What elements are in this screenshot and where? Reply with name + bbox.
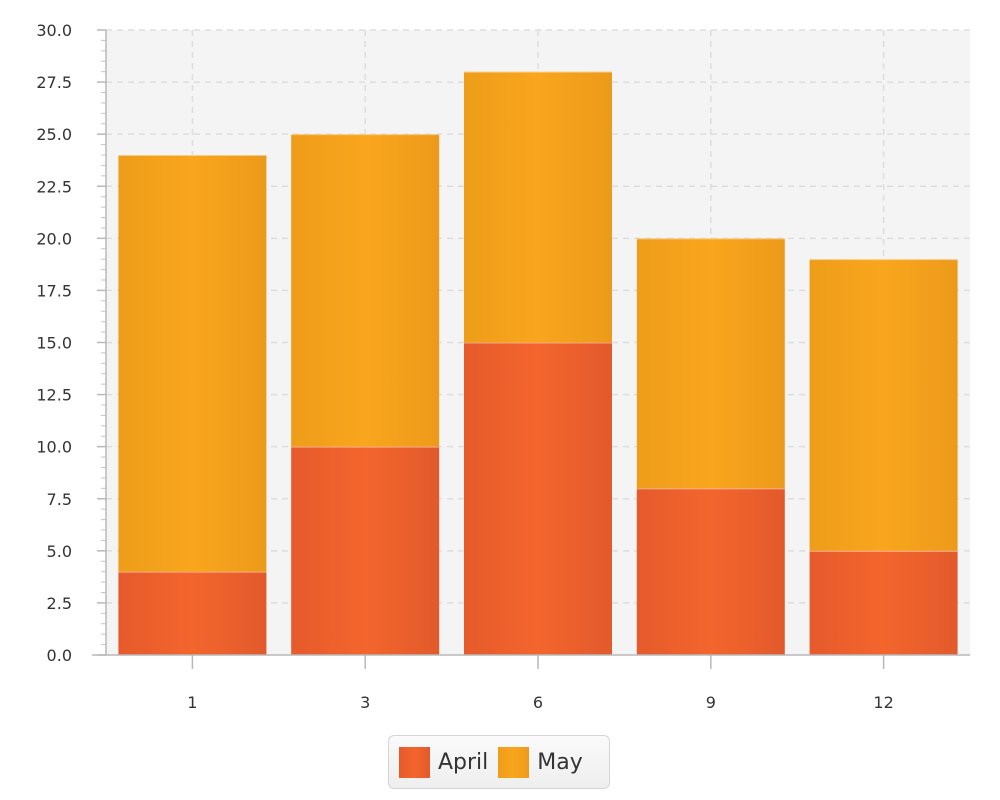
legend-item-may[interactable]: May (498, 746, 583, 778)
bar-april-3[interactable] (291, 446, 440, 655)
y-tick-label: 15.0 (36, 334, 72, 353)
y-tick-label: 25.0 (36, 125, 72, 144)
x-tick-label: 3 (360, 693, 370, 712)
bar-may-3[interactable] (291, 134, 440, 447)
bars (118, 71, 958, 656)
legend-label-april: April (438, 749, 489, 775)
y-tick-label: 27.5 (36, 73, 72, 92)
y-tick-label: 30.0 (36, 21, 72, 40)
legend-label-may: May (537, 749, 583, 775)
bar-april-12[interactable] (809, 550, 958, 655)
x-tick-label: 9 (706, 693, 716, 712)
legend-swatch-april (399, 746, 430, 778)
axes: 0.0 2.5 5.0 7.5 10.0 12.5 15.0 17.5 20.0 22.5 25.0… (36, 21, 970, 712)
y-tick-label: 0.0 (47, 646, 72, 665)
y-tick-label: 10.0 (36, 438, 72, 457)
bar-may-12[interactable] (809, 259, 958, 551)
legend-swatch-may (498, 746, 530, 778)
legend: April May (388, 735, 610, 789)
y-tick-label: 12.5 (36, 386, 72, 405)
stacked-bar-chart: 0.0 2.5 5.0 7.5 10.0 12.5 15.0 17.5 20.0 22.5 25.0… (36, 21, 970, 712)
bar-april-1[interactable] (118, 571, 267, 655)
bar-may-9[interactable] (636, 238, 785, 489)
x-tick-label: 1 (187, 693, 197, 712)
x-tick-label: 12 (873, 693, 893, 712)
y-tick-label: 2.5 (47, 594, 72, 613)
x-tick-label: 6 (533, 693, 543, 712)
bar-may-1[interactable] (118, 155, 267, 572)
legend-item-april[interactable]: April (399, 746, 489, 778)
bar-april-9[interactable] (636, 488, 785, 655)
y-tick-label: 20.0 (36, 229, 72, 248)
bar-may-6[interactable] (464, 71, 612, 343)
y-tick-label: 5.0 (47, 542, 72, 561)
y-tick-label: 22.5 (36, 177, 72, 196)
y-tick-label: 17.5 (36, 281, 72, 300)
bar-april-6[interactable] (464, 342, 612, 656)
y-tick-label: 7.5 (47, 490, 72, 509)
